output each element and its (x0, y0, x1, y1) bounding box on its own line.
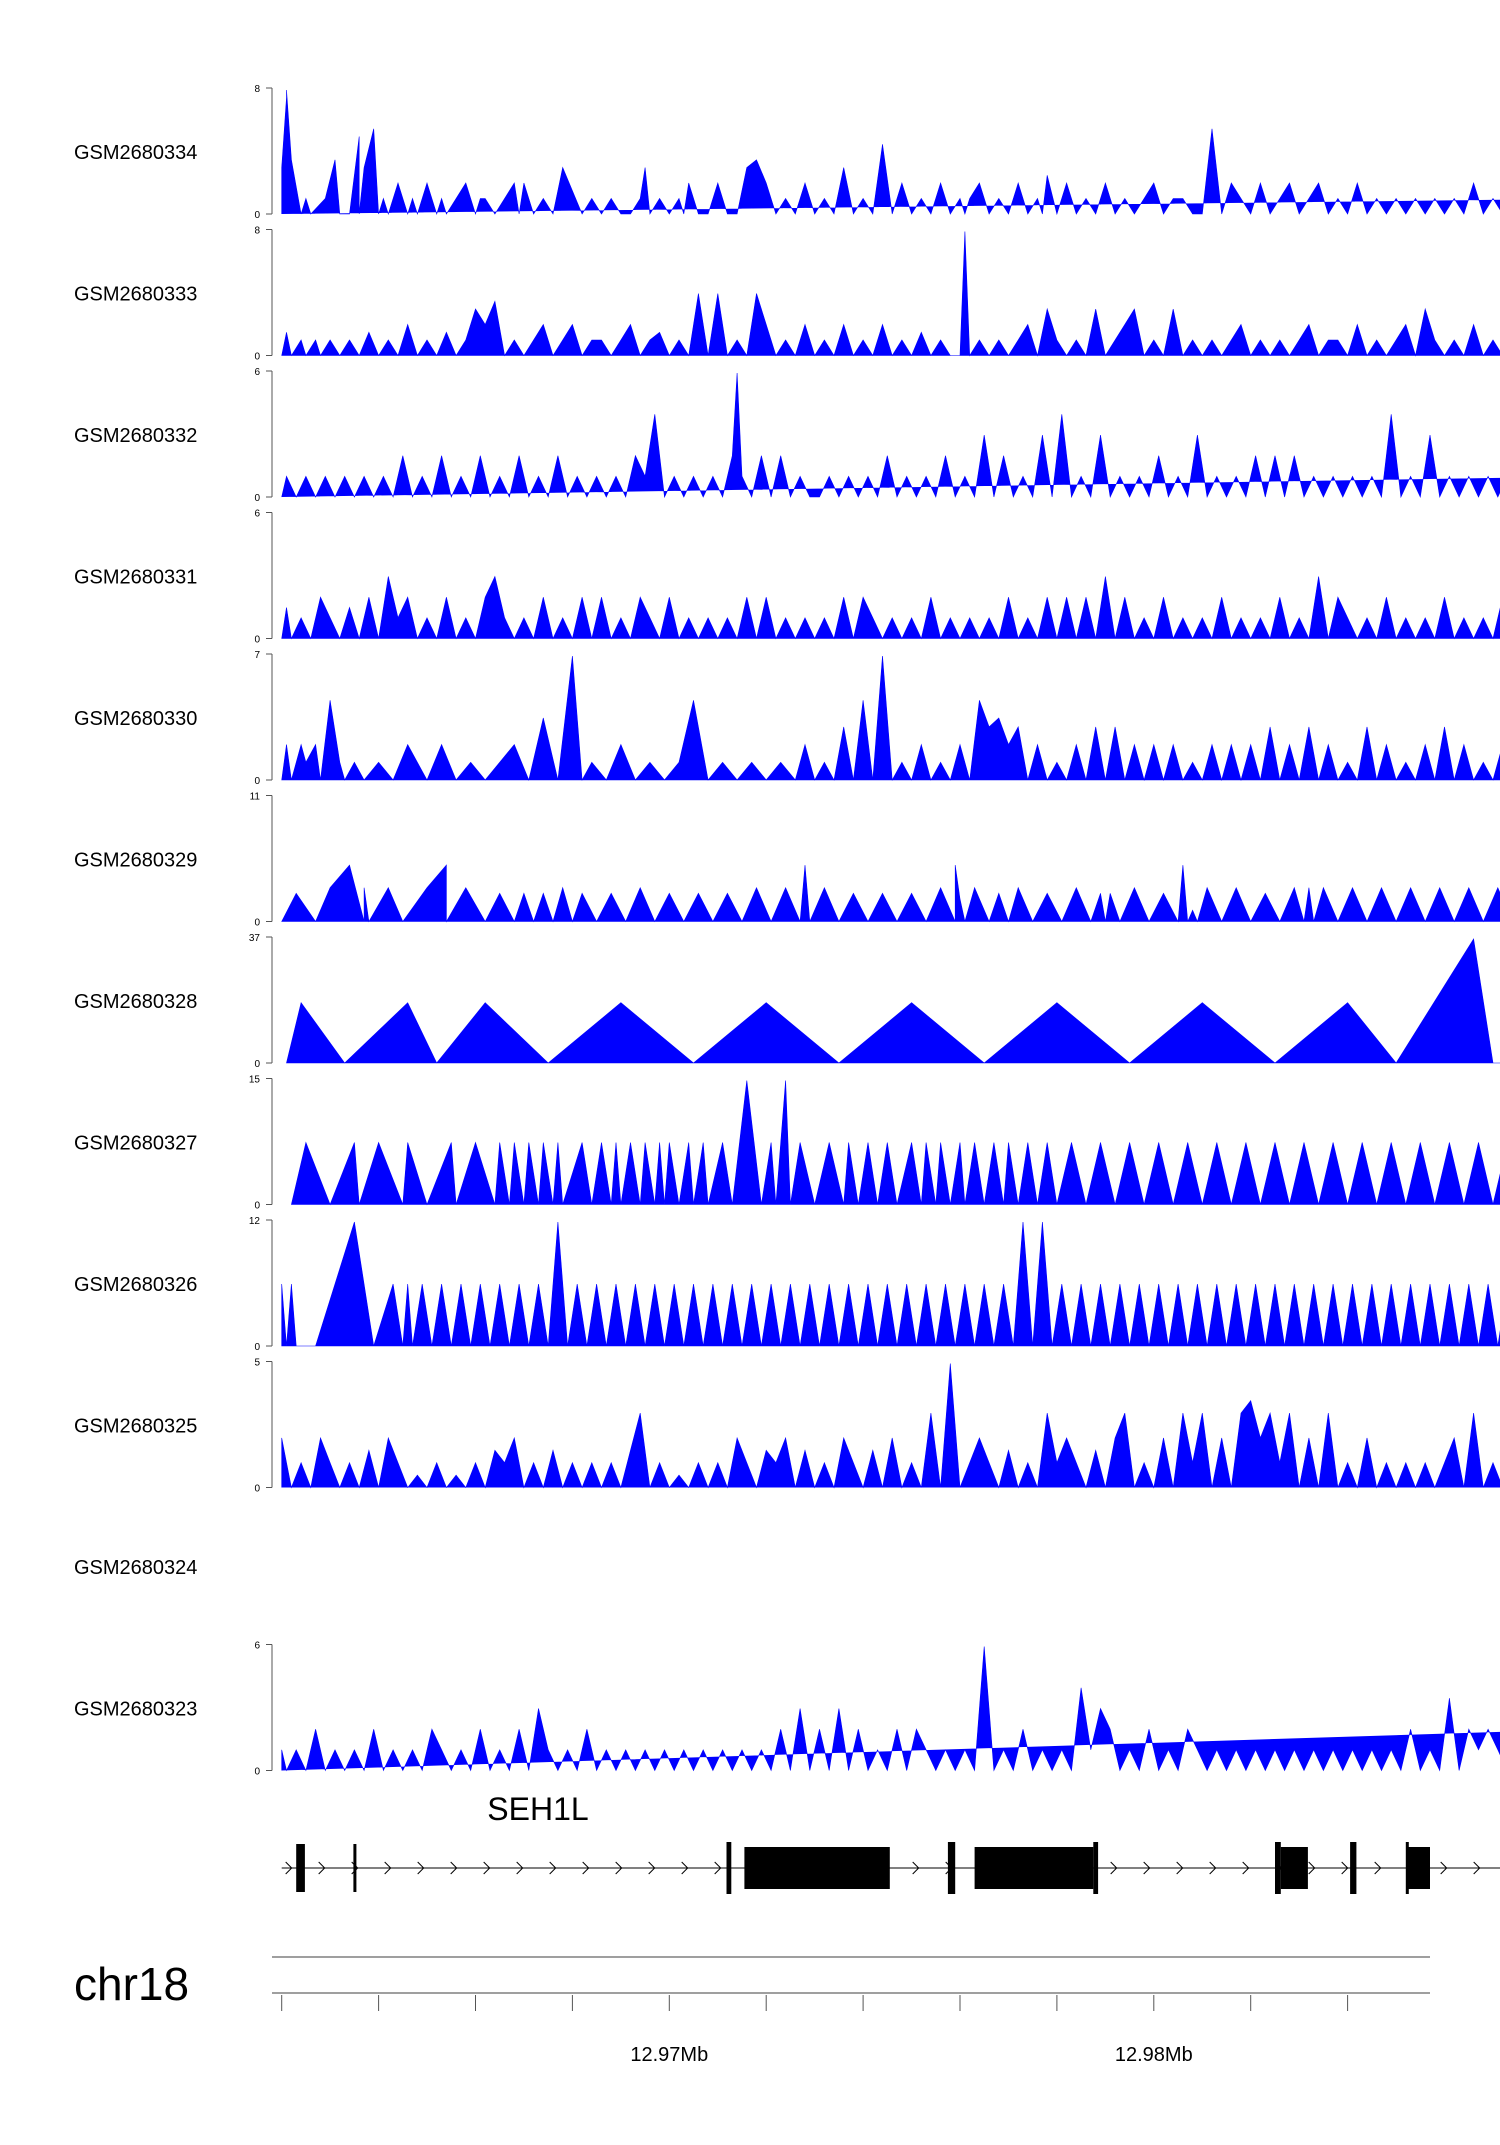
exon-6 (975, 1847, 1094, 1889)
exon-9 (1281, 1847, 1308, 1889)
y-tick-label-max: 6 (254, 509, 260, 520)
coverage-area (282, 656, 1500, 780)
exon-4 (744, 1847, 889, 1889)
y-tick-label-min: 0 (254, 1484, 260, 1495)
axis-ticks: 12.97Mb 12.98Mb (282, 1995, 1348, 2066)
track-GSM2680329: GSM2680329 11 0 (74, 792, 1500, 929)
y-tick-label-min: 0 (254, 1342, 260, 1353)
exon-8 (1275, 1842, 1281, 1894)
exon-7 (1093, 1842, 1098, 1894)
track-label: GSM2680327 (74, 1133, 197, 1155)
exon-3 (727, 1842, 732, 1894)
y-tick-label-max: 8 (254, 84, 260, 95)
track-label: GSM2680331 (74, 567, 197, 589)
axis-tick-label: 12.97Mb (630, 2044, 708, 2066)
y-tick-label-min: 0 (254, 210, 260, 221)
gene-label: SEH1L (487, 1791, 588, 1827)
track-GSM2680332: GSM2680332 6 0 (74, 367, 1500, 504)
track-GSM2680327: GSM2680327 15 0 (74, 1075, 1500, 1212)
track-GSM2680331: GSM2680331 6 0 (74, 509, 1500, 646)
y-tick-label-max: 8 (254, 226, 260, 237)
coverage-area (282, 1647, 1500, 1771)
genome-axis-track: chr18 12.97Mb 12.98Mb (74, 1957, 1430, 2066)
exon-12 (1408, 1847, 1430, 1889)
track-label: GSM2680328 (74, 991, 197, 1013)
y-tick-label-min: 0 (254, 918, 260, 929)
coverage-area (282, 865, 1500, 921)
track-label: GSM2680330 (74, 708, 197, 730)
coverage-area (282, 90, 1500, 214)
coverage-area (282, 577, 1500, 639)
track-GSM2680323: GSM2680323 6 0 (74, 1641, 1500, 1778)
track-GSM2680326: GSM2680326 12 0 (74, 1216, 1500, 1353)
y-tick-label-max: 5 (254, 1358, 260, 1369)
track-label: GSM2680329 (74, 850, 197, 872)
track-GSM2680330: GSM2680330 7 0 (74, 650, 1500, 787)
y-tick-label-min: 0 (254, 635, 260, 646)
track-GSM2680325: GSM2680325 5 0 (74, 1358, 1500, 1495)
track-GSM2680324: GSM2680324 (74, 1557, 197, 1579)
y-tick-label-max: 15 (249, 1075, 261, 1086)
exon-10 (1350, 1842, 1356, 1894)
coverage-area (282, 373, 1500, 497)
y-tick-label-min: 0 (254, 1059, 260, 1070)
y-tick-label-min: 0 (254, 1767, 260, 1778)
coverage-area (287, 939, 1500, 1063)
track-label: GSM2680333 (74, 284, 197, 306)
y-tick-label-min: 0 (254, 776, 260, 787)
track-GSM2680334: GSM2680334 8 0 (74, 84, 1500, 221)
y-tick-label-max: 11 (250, 792, 261, 803)
track-label: GSM2680326 (74, 1274, 197, 1296)
y-tick-label-max: 37 (249, 933, 261, 944)
y-tick-label-min: 0 (254, 1201, 260, 1212)
track-GSM2680333: GSM2680333 8 0 (74, 226, 1500, 363)
chromosome-label: chr18 (74, 1958, 189, 2010)
track-label: GSM2680334 (74, 142, 197, 164)
coverage-tracks: GSM268033480GSM268033380GSM268033260GSM2… (74, 84, 1500, 1778)
y-tick-label-max: 7 (254, 650, 260, 661)
track-label: GSM2680325 (74, 1416, 197, 1438)
y-tick-label-min: 0 (254, 493, 260, 504)
y-tick-label-max: 6 (254, 1641, 260, 1652)
track-label: GSM2680324 (74, 1557, 197, 1579)
exon-2 (353, 1844, 356, 1892)
coverage-area (282, 1222, 1500, 1346)
coverage-area (291, 1081, 1500, 1205)
coverage-area (282, 232, 1500, 356)
exon-1 (296, 1844, 305, 1892)
track-GSM2680328: GSM2680328 37 0 (74, 933, 1500, 1070)
coverage-area (282, 1364, 1500, 1488)
track-label: GSM2680332 (74, 425, 197, 447)
gene-model-track: SEH1L (282, 1791, 1500, 1894)
y-tick-label-max: 6 (254, 367, 260, 378)
track-label: GSM2680323 (74, 1699, 197, 1721)
axis-tick-label: 12.98Mb (1115, 2044, 1193, 2066)
y-tick-label-min: 0 (254, 352, 260, 363)
y-tick-label-max: 12 (249, 1216, 261, 1227)
exon-5 (948, 1842, 955, 1894)
